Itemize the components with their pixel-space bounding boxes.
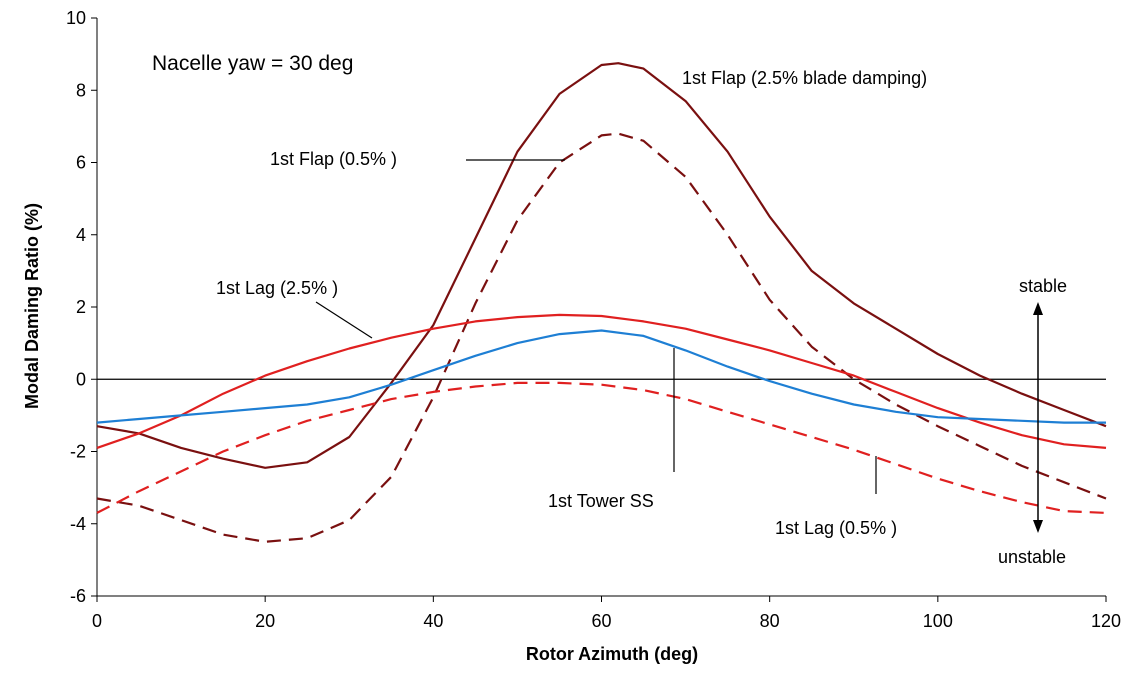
x-tick-label: 20 — [255, 611, 275, 631]
x-tick-label: 100 — [923, 611, 953, 631]
y-tick-label: -6 — [70, 586, 86, 606]
y-axis-title: Modal Daming Ratio (%) — [22, 203, 42, 409]
series-line-2 — [96, 132, 1107, 543]
condition-label: Nacelle yaw = 30 deg — [152, 52, 353, 75]
series-line-3 — [96, 313, 1107, 449]
y-tick-label: 2 — [76, 297, 86, 317]
x-tick-label: 40 — [423, 611, 443, 631]
x-tick-label: 120 — [1091, 611, 1121, 631]
x-tick-label: 80 — [760, 611, 780, 631]
annotation-layer: Nacelle yaw = 30 deg 1st Flap (2.5% blade… — [152, 52, 1067, 567]
stable-arrowhead — [1033, 302, 1043, 315]
series-layer — [96, 62, 1107, 543]
series-line-1 — [96, 62, 1107, 469]
label-lag-05: 1st Lag (0.5% ) — [775, 518, 897, 538]
unstable-arrowhead — [1033, 520, 1043, 533]
plot-background — [97, 18, 1106, 596]
y-tick-label: -2 — [70, 442, 86, 462]
y-tick-label: 8 — [76, 80, 86, 100]
y-tick-label: 4 — [76, 225, 86, 245]
x-axis-title: Rotor Azimuth (deg) — [526, 644, 698, 664]
x-tick-label: 0 — [92, 611, 102, 631]
label-tower-ss: 1st Tower SS — [548, 491, 654, 511]
label-lag-25: 1st Lag (2.5% ) — [216, 278, 338, 298]
y-tick-label: 10 — [66, 8, 86, 28]
series-line-4 — [96, 329, 1106, 424]
x-tick-label: 60 — [591, 611, 611, 631]
label-stable: stable — [1019, 276, 1067, 296]
leader-lag-25 — [315, 301, 373, 339]
y-tick-label: 0 — [76, 369, 86, 389]
series-line-5 — [96, 381, 1107, 514]
plot-area — [97, 18, 1106, 596]
y-tick-label: 6 — [76, 153, 86, 173]
label-unstable: unstable — [998, 547, 1066, 567]
y-tick-label: -4 — [70, 514, 86, 534]
label-flap-05: 1st Flap (0.5% ) — [270, 149, 397, 169]
label-flap-25: 1st Flap (2.5% blade damping) — [682, 68, 927, 88]
